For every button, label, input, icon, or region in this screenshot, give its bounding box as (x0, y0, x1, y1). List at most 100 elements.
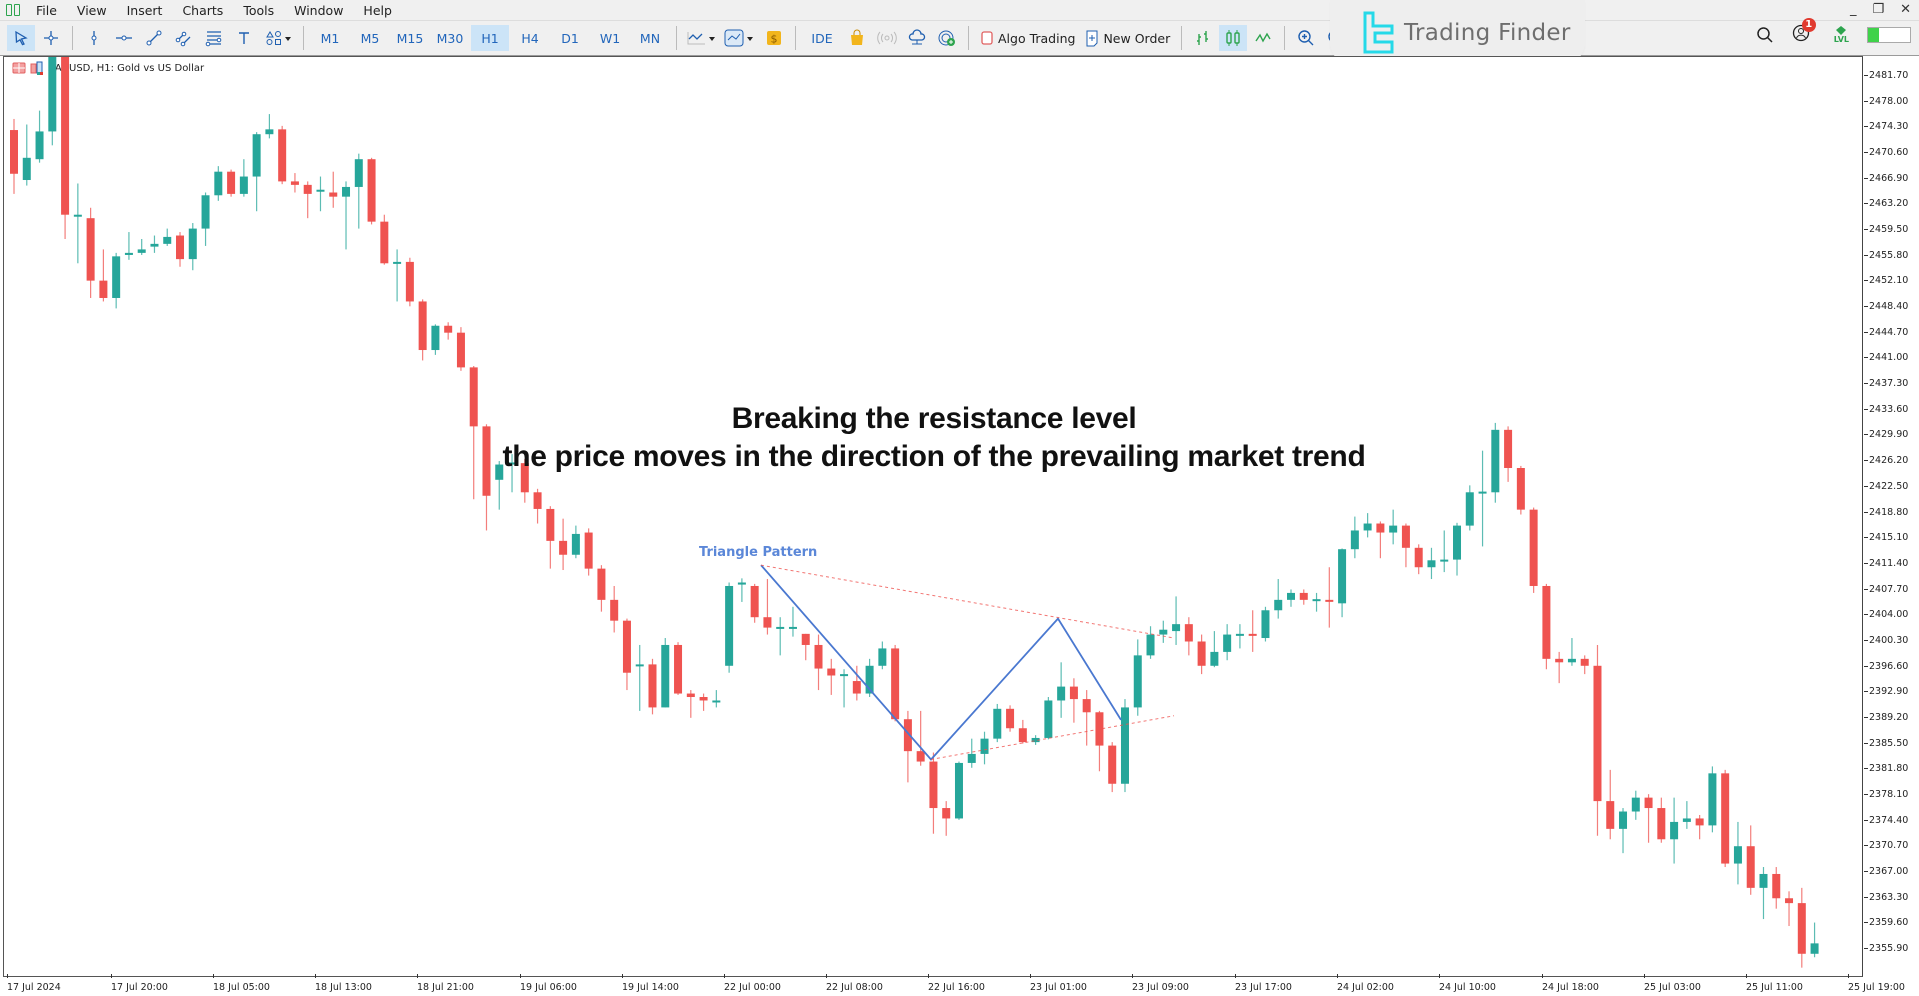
time-tick-label: 22 Jul 08:00 (826, 982, 883, 993)
candle (1708, 766, 1717, 833)
crosshair-icon (44, 31, 58, 45)
timeframe-h1[interactable]: H1 (471, 25, 509, 51)
candle (1465, 485, 1474, 531)
level-indicator[interactable]: LVL (1834, 26, 1849, 44)
candle (1401, 523, 1410, 568)
candle (176, 232, 185, 267)
templates-button[interactable] (722, 25, 758, 51)
candle (1542, 583, 1551, 670)
vps-button[interactable] (903, 25, 931, 51)
search-icon[interactable] (1756, 26, 1774, 44)
candle (891, 644, 900, 722)
restore-button[interactable]: ❐ (1872, 2, 1885, 17)
candle (1235, 624, 1244, 649)
bar-chart-button[interactable] (1189, 25, 1217, 51)
menu-help[interactable]: Help (363, 2, 392, 18)
time-axis[interactable]: 17 Jul 2024 17 Jul 20:00 18 Jul 05:00 18 Ju… (3, 974, 1905, 996)
candle (1133, 639, 1142, 716)
candle (712, 690, 721, 708)
ide-button[interactable]: IDE (811, 30, 833, 46)
crosshair-tool-button[interactable] (37, 25, 65, 51)
candle (1644, 794, 1653, 843)
price-tick-label: 2437.30 (1864, 378, 1908, 389)
candle (661, 638, 670, 708)
timeframe-m5[interactable]: M5 (360, 30, 380, 46)
time-tick (1439, 974, 1440, 978)
candle (776, 617, 785, 656)
new-order-button[interactable]: New Order (1081, 25, 1174, 51)
price-tick-label: 2381.80 (1864, 763, 1908, 774)
one-click-trading-icon[interactable] (12, 62, 26, 74)
timeframe-h4[interactable]: H4 (521, 30, 539, 46)
horizontal-line-button[interactable] (110, 25, 138, 51)
candle (1120, 699, 1129, 793)
lower-trendline (930, 715, 1175, 760)
candle (278, 125, 287, 185)
time-tick-label: 24 Jul 10:00 (1439, 982, 1496, 993)
candle (674, 642, 683, 695)
timeframe-m30[interactable]: M30 (436, 30, 464, 46)
candle (1810, 922, 1819, 958)
channel-button[interactable] (170, 25, 198, 51)
menu-tools[interactable]: Tools (243, 2, 275, 18)
price-axis[interactable]: 2481.70 2478.00 2474.30 2470.60 2466.90 2463.… (1864, 56, 1919, 977)
candle (265, 114, 274, 139)
text-tool-button[interactable] (230, 25, 258, 51)
vertical-line-button[interactable] (80, 25, 108, 51)
shapes-button[interactable] (260, 25, 296, 51)
trendline-button[interactable] (140, 25, 168, 51)
community-button[interactable] (933, 25, 961, 51)
candle (290, 173, 299, 193)
close-button[interactable]: ✕ (1900, 2, 1911, 17)
fibonacci-icon (205, 31, 222, 47)
timeframe-m15[interactable]: M15 (396, 30, 424, 46)
line-chart-button[interactable] (1249, 25, 1277, 51)
candle (750, 583, 759, 623)
chart-plot-area[interactable]: XAUUSD, H1: Gold vs US Dollar Breaking t… (3, 56, 1863, 977)
timeframe-mn[interactable]: MN (639, 30, 661, 46)
candle (737, 578, 746, 602)
diamond-level-icon (1836, 26, 1847, 35)
price-tick-label: 2459.50 (1864, 224, 1908, 235)
account-button[interactable]: 1 (1792, 18, 1816, 46)
signals-button[interactable] (873, 25, 901, 51)
price-tick-label: 2355.90 (1864, 943, 1908, 954)
candle (1299, 589, 1308, 605)
candle (1746, 825, 1755, 895)
notification-badge: 1 (1801, 18, 1816, 32)
candle (1504, 426, 1513, 482)
timeframe-w1[interactable]: W1 (599, 30, 621, 46)
menu-file[interactable]: File (36, 2, 57, 18)
level-label: LVL (1833, 35, 1849, 44)
depth-of-market-icon[interactable] (30, 61, 44, 75)
candle (916, 710, 925, 766)
zoom-in-button[interactable] (1292, 25, 1320, 51)
candle (1095, 710, 1104, 772)
line-indicator-icon (687, 32, 715, 45)
timeframe-m1[interactable]: M1 (320, 30, 340, 46)
fibonacci-button[interactable] (200, 25, 228, 51)
candle (1248, 610, 1257, 652)
cursor-tool-button[interactable] (7, 25, 35, 51)
menu-view[interactable]: View (76, 2, 107, 18)
line-chart-icon (1255, 32, 1271, 43)
menu-window[interactable]: Window (294, 2, 344, 18)
time-tick (1746, 974, 1747, 978)
indicators-button[interactable] (684, 25, 720, 51)
candle (993, 703, 1002, 743)
price-tick-label: 2444.70 (1864, 327, 1908, 338)
menu-insert[interactable]: Insert (126, 2, 163, 18)
time-tick (1132, 974, 1133, 978)
time-tick-label: 19 Jul 06:00 (520, 982, 577, 993)
menu-charts[interactable]: Charts (182, 2, 224, 18)
minimize-button[interactable]: _ (1849, 2, 1857, 17)
signal-broadcast-icon (877, 31, 897, 45)
timeframe-d1[interactable]: D1 (561, 30, 579, 46)
market-button[interactable]: $ (760, 25, 788, 51)
market-shop-button[interactable] (843, 25, 871, 51)
upper-trendline (760, 564, 1175, 639)
algo-trading-button[interactable]: Algo Trading (976, 25, 1079, 51)
time-tick (1542, 974, 1543, 978)
candlestick-chart-button[interactable] (1219, 25, 1248, 51)
candle (1223, 624, 1232, 661)
